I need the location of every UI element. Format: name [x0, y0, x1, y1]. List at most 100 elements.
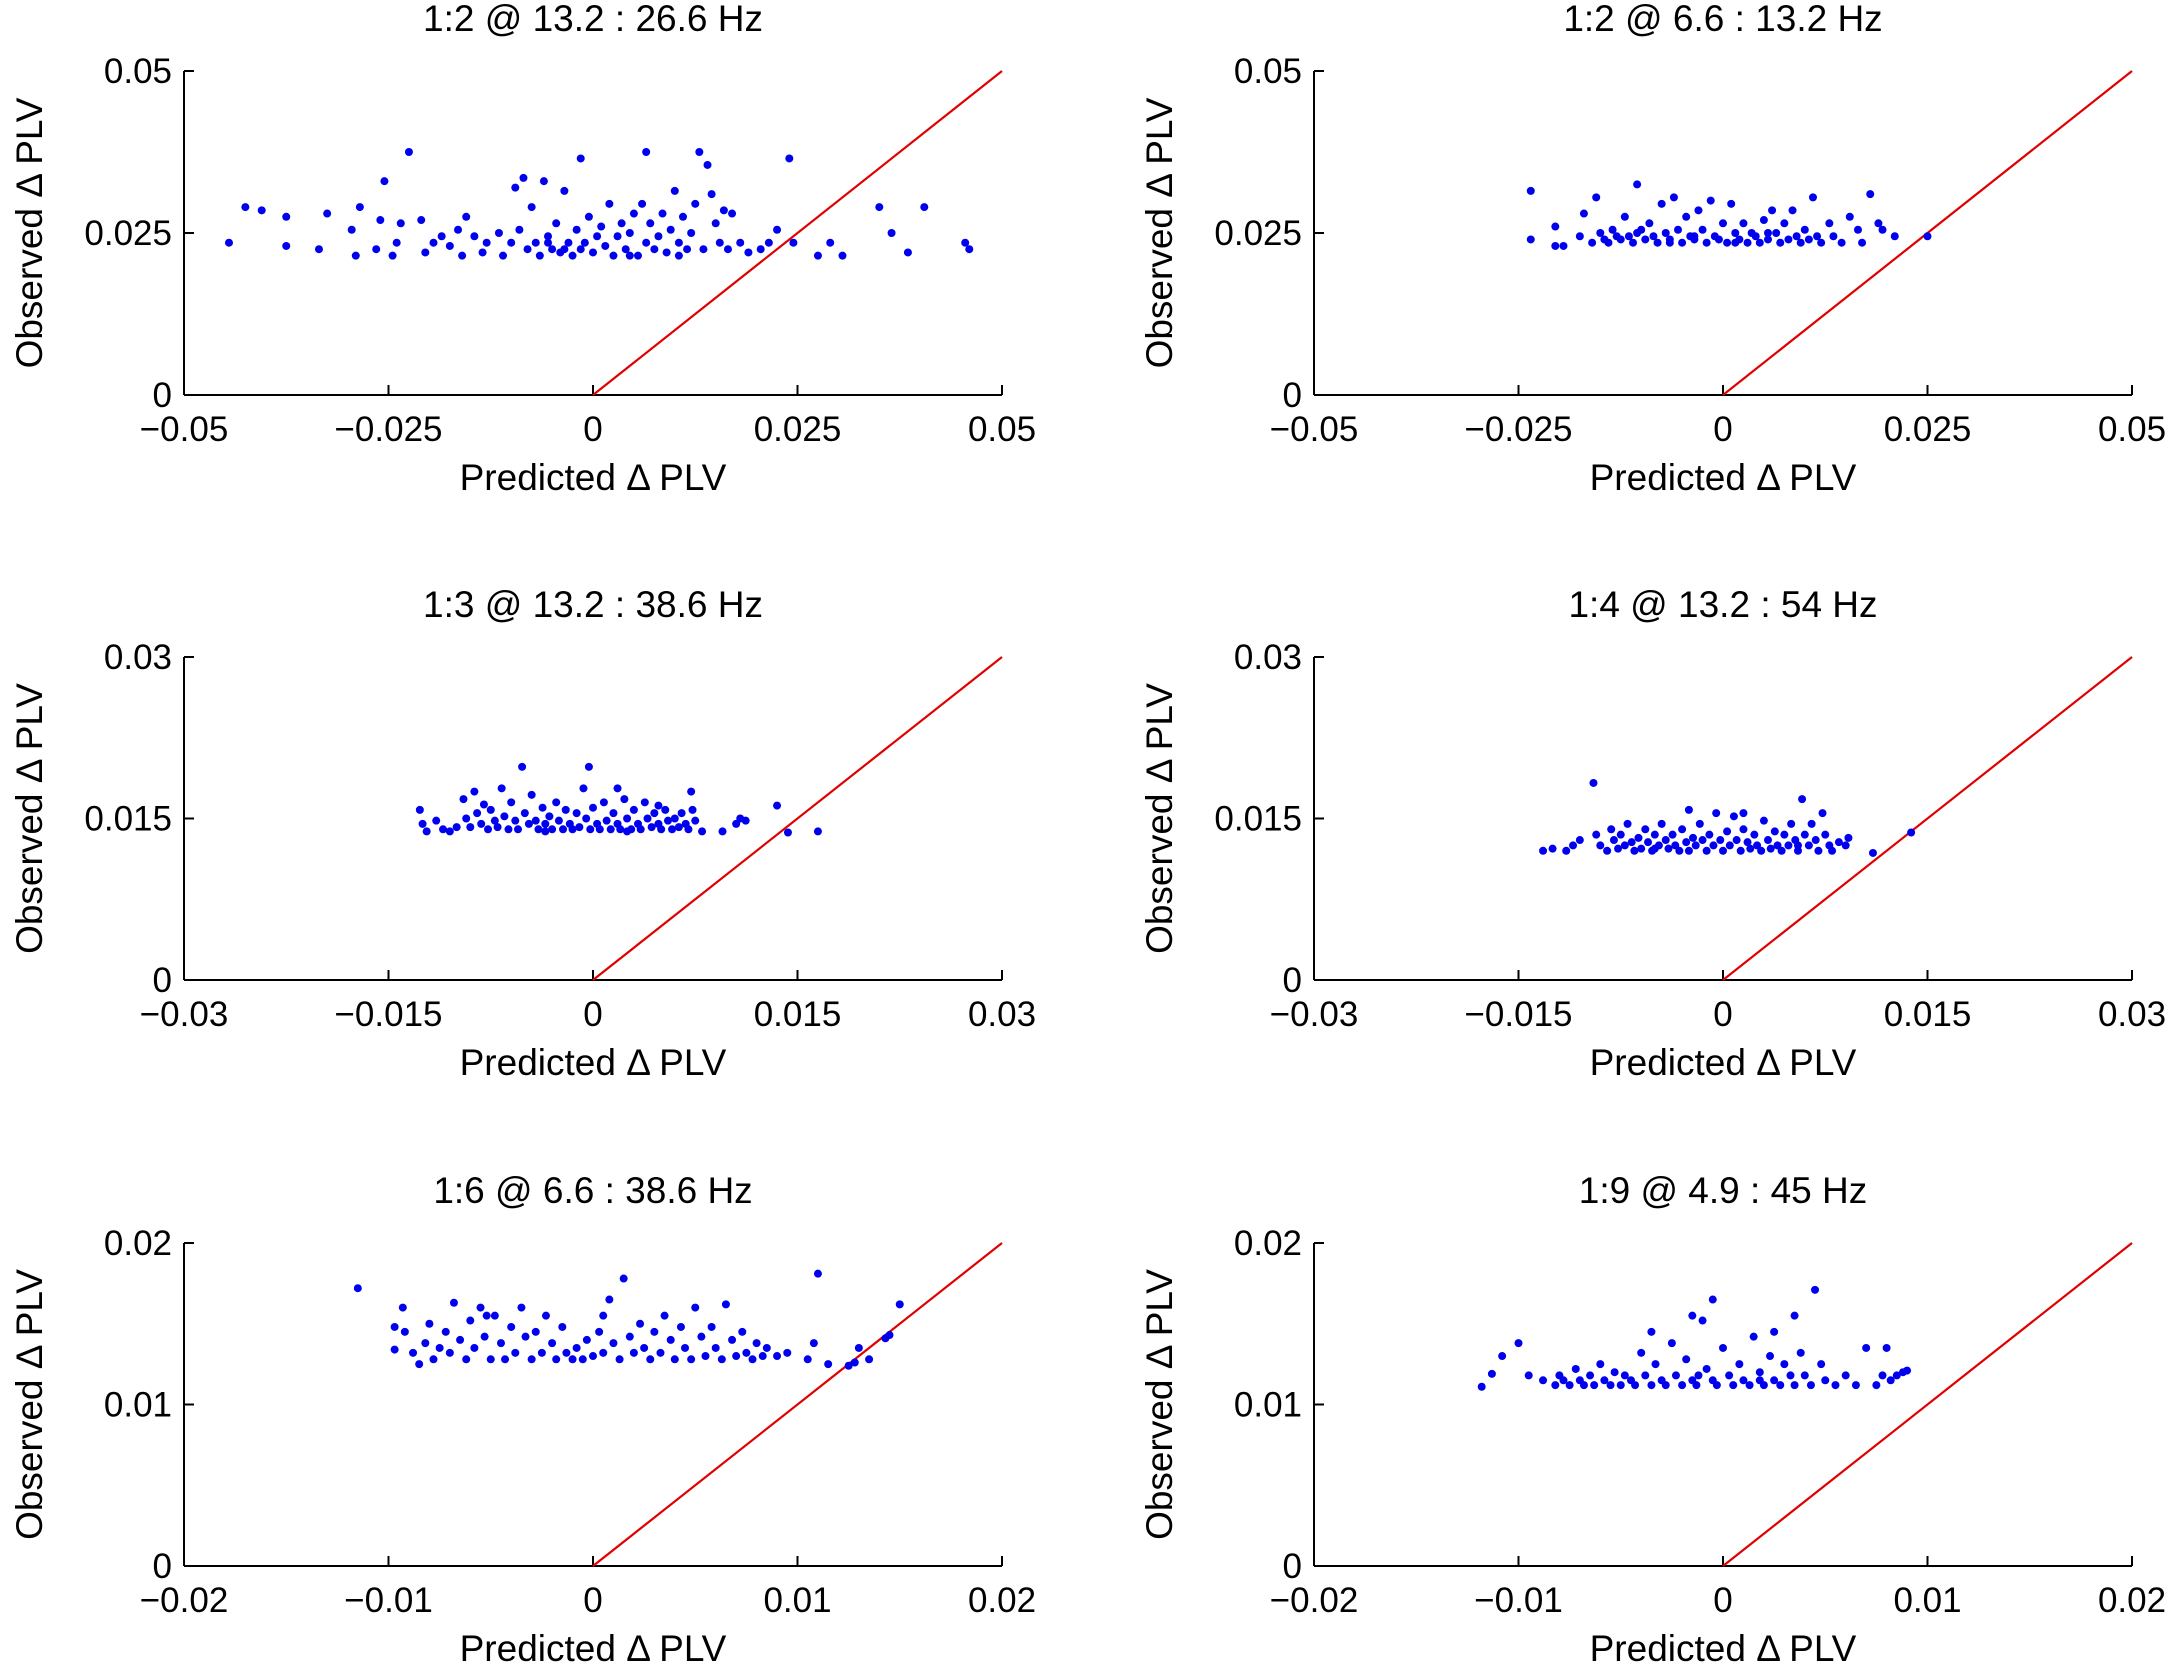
- data-point: [752, 1339, 761, 1348]
- data-point: [523, 245, 532, 254]
- data-point: [654, 801, 663, 810]
- data-point: [1604, 238, 1613, 247]
- data-point: [625, 229, 634, 237]
- data-point: [674, 251, 683, 260]
- scatter-panel-3: −0.03 −0.015 0 0.015 0.03 0 0.015 0.03 1:3 @ 13.…: [9, 584, 1036, 1083]
- data-point: [1723, 827, 1732, 836]
- data-point: [445, 1348, 454, 1357]
- data-point: [764, 238, 773, 247]
- data-point: [1526, 235, 1535, 244]
- data-point: [1813, 232, 1822, 241]
- data-point: [1784, 235, 1793, 244]
- data-point: [418, 819, 427, 828]
- data-point: [1647, 1381, 1656, 1390]
- x-tick-label: 0: [1713, 1581, 1732, 1620]
- data-point: [1487, 1369, 1496, 1378]
- data-point: [601, 241, 610, 250]
- data-point: [1709, 841, 1718, 850]
- data-point: [1780, 830, 1789, 839]
- data-point: [1755, 238, 1764, 247]
- data-point: [1759, 816, 1768, 825]
- data-point: [1551, 222, 1560, 231]
- data-point: [1716, 836, 1725, 845]
- data-point: [439, 825, 448, 834]
- data-point: [558, 1322, 567, 1331]
- data-point: [875, 203, 884, 212]
- x-axis-label: Predicted Δ PLV: [1590, 1042, 1857, 1083]
- data-point: [482, 238, 491, 247]
- data-point: [1719, 846, 1727, 855]
- data-point: [643, 814, 652, 823]
- data-point: [415, 805, 424, 814]
- data-point: [1768, 206, 1777, 215]
- data-point: [741, 816, 750, 825]
- data-point: [711, 219, 720, 228]
- data-point: [519, 173, 528, 182]
- data-point: [1706, 196, 1715, 205]
- data-point: [582, 1335, 591, 1344]
- data-point: [484, 825, 493, 834]
- data-point: [1772, 229, 1781, 237]
- data-point: [660, 1311, 669, 1320]
- data-point: [390, 1322, 399, 1331]
- data-point: [674, 238, 683, 247]
- data-point: [1678, 825, 1687, 834]
- x-axis-label: Predicted Δ PLV: [1590, 457, 1857, 498]
- data-point: [813, 251, 822, 260]
- data-point: [1620, 1371, 1629, 1380]
- data-point: [1853, 225, 1862, 234]
- data-point: [850, 1358, 859, 1367]
- data-point: [422, 827, 431, 836]
- data-point: [650, 1327, 659, 1336]
- data-point: [1562, 846, 1571, 855]
- data-point: [1590, 1381, 1599, 1390]
- data-point: [572, 809, 581, 818]
- data-point: [701, 1352, 710, 1361]
- data-point: [1650, 844, 1659, 853]
- data-point: [688, 805, 697, 814]
- data-point: [1719, 219, 1727, 228]
- data-point: [459, 795, 468, 804]
- data-point: [479, 800, 488, 809]
- data-point: [1674, 225, 1683, 234]
- data-point: [1719, 1343, 1727, 1352]
- data-point: [903, 248, 912, 257]
- data-point: [478, 248, 487, 257]
- y-axis-label: Observed Δ PLV: [1139, 683, 1180, 954]
- data-point: [629, 209, 638, 218]
- x-tick-label: −0.05: [1270, 410, 1359, 449]
- data-point: [511, 1348, 520, 1357]
- data-point: [1671, 1371, 1680, 1380]
- data-point: [1745, 1381, 1754, 1390]
- data-point: [1851, 1381, 1860, 1390]
- data-point: [1548, 844, 1557, 853]
- data-point: [677, 809, 686, 818]
- data-point: [1702, 846, 1711, 855]
- data-point: [683, 245, 692, 254]
- data-point: [1624, 232, 1633, 241]
- data-point: [1712, 809, 1721, 818]
- data-point: [593, 232, 602, 241]
- data-point: [1647, 1327, 1656, 1336]
- data-point: [1668, 830, 1677, 839]
- data-point: [707, 1322, 716, 1331]
- data-point: [1868, 848, 1877, 857]
- data-point: [586, 825, 595, 834]
- data-point: [1661, 229, 1670, 237]
- data-point: [1874, 219, 1883, 228]
- data-point: [609, 809, 618, 818]
- data-point: [507, 1322, 516, 1331]
- data-point: [738, 1327, 747, 1336]
- data-point: [1739, 825, 1748, 834]
- data-point: [1723, 238, 1732, 247]
- y-tick-label: 0.015: [84, 800, 172, 839]
- data-point: [1627, 838, 1636, 847]
- data-point: [1786, 1371, 1795, 1380]
- data-point: [1818, 809, 1827, 818]
- x-tick-label: 0.01: [1893, 1581, 1961, 1620]
- data-point: [617, 219, 626, 228]
- data-point: [1784, 841, 1793, 850]
- y-tick-label: 0: [1283, 1547, 1302, 1586]
- data-point: [723, 245, 732, 254]
- chart-title: 1:6 @ 6.6 : 38.6 Hz: [433, 1170, 752, 1211]
